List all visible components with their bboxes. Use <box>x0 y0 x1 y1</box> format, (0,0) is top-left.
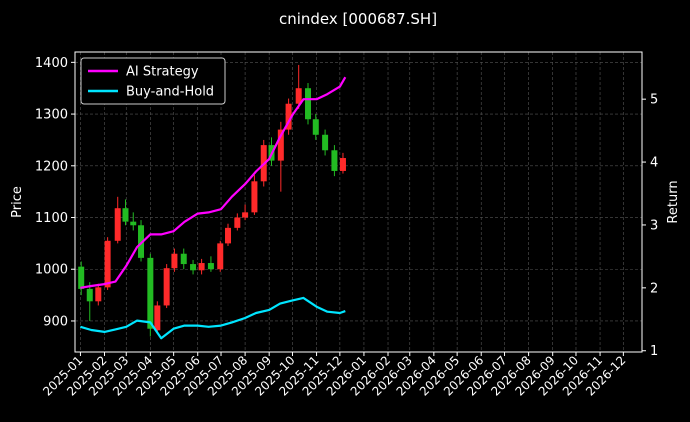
y-left-tick-label: 900 <box>43 314 68 329</box>
y-right-tick-label: 2 <box>650 281 658 296</box>
candle-body <box>154 305 161 331</box>
candle-body <box>180 253 187 265</box>
y-left-tick-label: 1100 <box>35 211 68 226</box>
y-right-tick-label: 5 <box>650 93 658 108</box>
plot-frame <box>74 51 643 353</box>
ai-strategy-line <box>80 76 347 289</box>
y-right-axis-ticks: 1 2 3 4 5 <box>642 93 658 359</box>
candle-body <box>147 257 154 329</box>
candle-body <box>130 221 137 226</box>
y-left-tick-label: 1200 <box>35 159 68 174</box>
candle-body <box>138 225 145 258</box>
candle-body <box>78 266 85 289</box>
y-left-tick-label: 1000 <box>35 263 68 278</box>
candle-body <box>86 288 93 302</box>
candle-body <box>171 253 178 269</box>
candle-body <box>285 103 292 130</box>
candle-body <box>217 243 224 270</box>
candle-body <box>295 88 302 104</box>
y-right-axis-label: Return <box>666 180 681 223</box>
y-right-tick-label: 4 <box>650 156 658 171</box>
y-left-axis-ticks: 900 1000 1100 1200 1300 1400 <box>35 56 75 329</box>
candle-body <box>277 129 284 161</box>
return-lines <box>80 76 347 340</box>
candle-body <box>198 263 205 271</box>
candle-body <box>122 208 129 222</box>
candle-body <box>305 88 312 120</box>
candle-body <box>163 268 170 306</box>
candle-body <box>331 150 338 171</box>
buy-and-hold-line <box>80 296 346 340</box>
candle-body <box>114 208 121 241</box>
candle-body <box>190 264 197 271</box>
y-right-tick-label: 1 <box>650 344 658 359</box>
legend-label-ai-strategy: AI Strategy <box>126 65 199 80</box>
y-left-axis-label: Price <box>10 186 25 218</box>
candle-body <box>251 181 258 213</box>
candle-body <box>312 119 319 135</box>
candle-body <box>234 217 241 228</box>
candle-body <box>242 212 249 218</box>
candle-body <box>322 134 329 151</box>
legend-label-buy-and-hold: Buy-and-Hold <box>126 85 214 100</box>
candle-body <box>339 158 346 171</box>
candle-body <box>207 263 214 270</box>
legend: AI Strategy Buy-and-Hold <box>80 57 226 105</box>
candle-body <box>225 227 232 244</box>
chart-title: cnindex [000687.SH] <box>279 10 437 28</box>
y-left-tick-label: 1400 <box>35 56 68 71</box>
candle-body <box>95 287 102 302</box>
candle-body <box>104 240 111 288</box>
legend-box <box>80 57 226 105</box>
y-left-tick-label: 1300 <box>35 108 68 123</box>
y-right-tick-label: 3 <box>650 218 658 233</box>
